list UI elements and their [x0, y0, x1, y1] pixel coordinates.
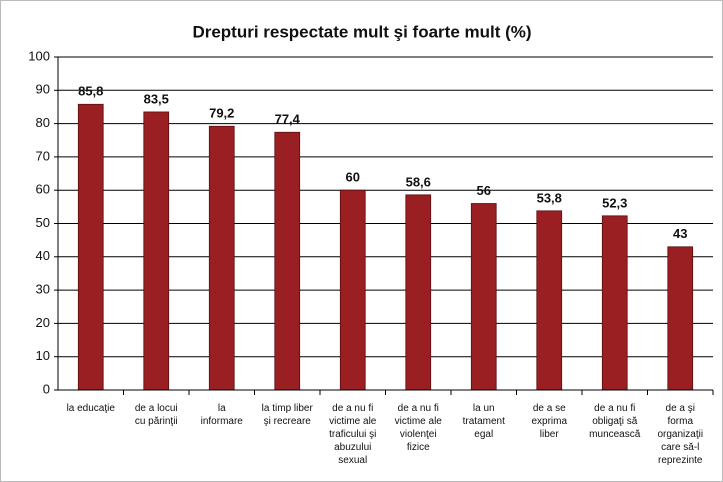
bar: [77, 103, 104, 391]
y-tick-label: 70: [36, 148, 50, 163]
value-label: 77,4: [275, 112, 301, 127]
y-tick-label: 90: [36, 82, 50, 97]
x-tick-label: de a nu fi obligaţi să muncească: [589, 403, 641, 440]
x-tick-label: la informare: [201, 403, 244, 427]
y-tick-label: 100: [28, 48, 50, 63]
x-tick-label: de a se exprima liber: [531, 403, 567, 440]
value-label: 53,8: [537, 190, 562, 205]
x-tick-label: la timp liber şi recreare: [262, 403, 314, 427]
x-tick-label: la un tratament egal: [463, 403, 505, 440]
x-tick-label: de a nu fi victime ale violenţei fizice: [395, 403, 443, 453]
bar: [339, 189, 366, 391]
x-tick-label: de a nu fi victime ale traficului şi abuzul…: [329, 403, 377, 466]
y-tick-label: 0: [43, 381, 50, 396]
value-label: 85,8: [78, 84, 103, 99]
bar: [143, 111, 170, 391]
bar: [274, 131, 301, 391]
value-label: 43: [673, 226, 687, 241]
y-tick-label: 50: [36, 215, 50, 230]
x-tick-label: de a locui cu părinţii: [135, 403, 178, 427]
y-tick-label: 10: [36, 348, 50, 363]
value-label: 52,3: [602, 195, 627, 210]
y-tick-label: 80: [36, 115, 50, 130]
y-tick-label: 40: [36, 248, 50, 263]
bar: [405, 194, 432, 391]
bar: [601, 215, 628, 391]
x-tick-label: la educaţie: [67, 403, 116, 414]
y-tick-label: 20: [36, 315, 50, 330]
value-label: 58,6: [406, 174, 431, 189]
value-label: 56: [477, 183, 491, 198]
value-label: 79,2: [209, 106, 234, 121]
value-label: 83,5: [144, 91, 169, 106]
chart-title: Drepturi respectate mult şi foarte mult …: [192, 22, 531, 41]
bar: [470, 203, 497, 391]
x-tick-label: de a şi forma organizaţii care să-l reprezin…: [657, 403, 703, 466]
bar: [536, 210, 563, 391]
bar: [667, 246, 694, 391]
bar: [208, 125, 235, 391]
value-label: 60: [346, 170, 360, 185]
y-tick-label: 30: [36, 282, 50, 297]
y-tick-label: 60: [36, 182, 50, 197]
